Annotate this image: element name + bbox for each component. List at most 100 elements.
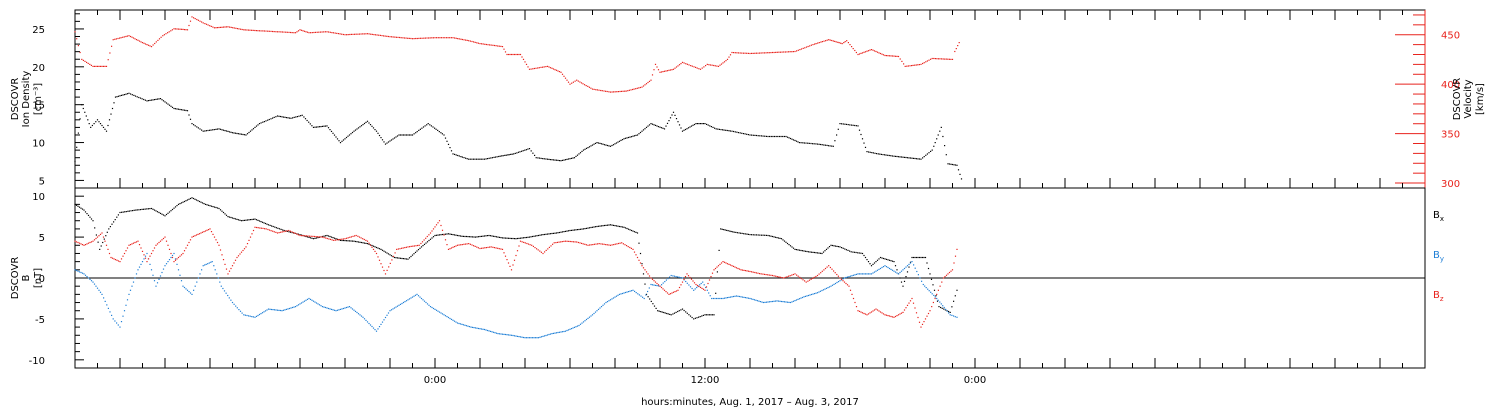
by-point [93,283,96,285]
velocity-point [465,39,467,41]
density-point [345,136,348,139]
density-point [912,157,915,159]
bz-point [476,246,478,248]
density-point [641,130,643,132]
by-point [546,334,549,336]
by-point [549,333,552,335]
density-point [267,119,269,121]
bx-point [447,233,450,235]
bz-point [233,262,235,264]
bz-point [911,297,913,300]
by-point [393,307,396,309]
density-point [653,124,655,126]
velocity-point [733,52,735,54]
density-point [209,129,211,131]
by-point [449,317,451,320]
density-point [576,154,579,156]
bz-point [945,274,948,276]
by-point [441,313,444,315]
bx-point [935,295,937,297]
bx-point [638,242,640,244]
bz-point [275,231,277,233]
density-point [466,158,468,160]
density-point [429,124,431,126]
density-point [165,102,168,104]
bx-point [923,256,925,259]
bz-point [531,244,533,246]
density-point [665,125,667,127]
bz-point [434,226,436,228]
by-point [664,281,666,283]
bx-point [954,295,956,297]
bx-point [710,314,712,316]
bz-point [548,246,550,248]
density-point [798,142,801,144]
density-point [603,144,606,146]
bz-point [260,227,262,229]
bz-point [929,310,931,312]
velocity-point [705,65,707,67]
by-point [214,269,216,271]
bx-point [242,219,244,222]
by-point [803,296,805,298]
density-point [535,157,537,159]
density-point [623,138,625,140]
by-point [863,273,865,275]
bx-point [299,234,301,236]
bx-point [545,233,547,235]
bz-point [956,248,958,250]
bz-point [734,266,736,268]
velocity-point [426,37,428,39]
bz-point [701,287,703,289]
by-point [834,282,837,285]
by-point [732,295,735,298]
density-point [182,109,184,111]
bz-point [747,270,750,272]
bx-point [368,243,370,245]
bx-point [564,230,567,232]
velocity-point [841,43,843,45]
bz-point [783,277,785,279]
velocity-point [188,24,190,27]
by-point [788,301,790,303]
bx-point [102,241,104,244]
bz-point [283,231,285,233]
bx-point [249,219,252,221]
bz-point [917,316,919,319]
by-point [429,306,432,308]
bz-point [194,235,196,237]
by-point [359,314,361,316]
velocity-point [857,53,859,56]
velocity-point [873,50,876,52]
velocity-point [285,31,287,33]
by-point [703,284,705,286]
bx-point [119,211,121,214]
bz-point [909,300,912,302]
bz-point [176,258,178,260]
bx-point [130,210,132,212]
by-point [165,263,168,265]
velocity-point [524,61,526,63]
velocity-point [838,42,840,44]
by-point [909,262,912,264]
velocity-point [518,53,520,56]
by-point [596,310,598,312]
density-point [201,129,203,131]
velocity-point [912,64,914,66]
bz-point [333,239,335,241]
bx-point [850,251,852,253]
velocity-point [474,41,476,43]
bx-point [416,250,418,252]
density-point [357,127,360,129]
by-point [99,291,102,293]
bz-point [117,260,120,262]
bz-point [428,234,430,236]
bx-point [378,248,381,250]
velocity-point [138,40,141,42]
bx-point [311,237,313,239]
bz-point [741,269,744,271]
bz-point [846,284,849,286]
by-point [593,312,595,315]
bz-point [757,272,759,274]
